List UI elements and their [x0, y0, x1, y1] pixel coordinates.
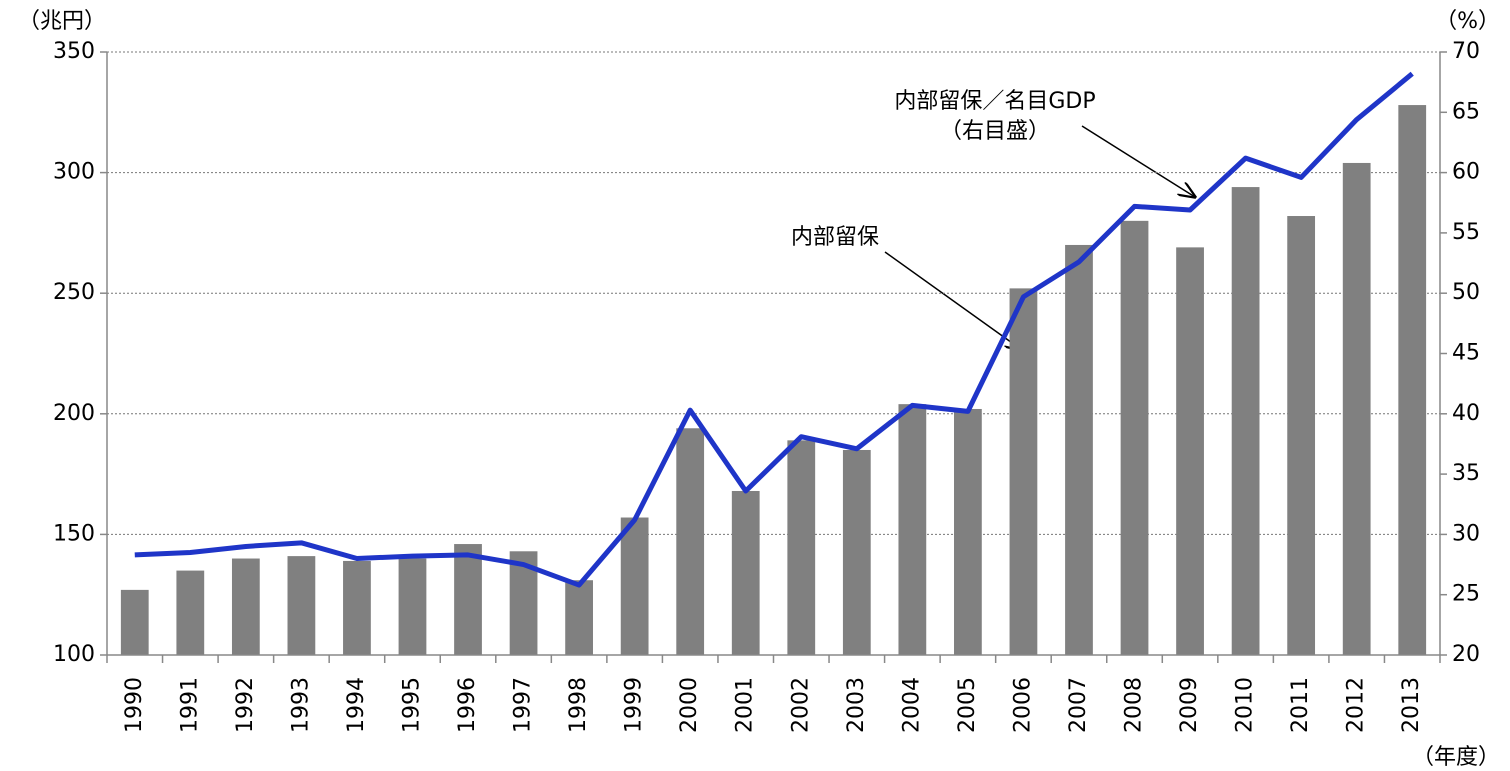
bar: [120, 589, 149, 655]
bar: [1231, 187, 1260, 655]
x-tick-label: 1995: [399, 677, 424, 733]
bar: [898, 404, 927, 655]
y-axis-label: （兆円）: [18, 9, 106, 34]
annotation: 内部留保／名目GDP: [894, 89, 1095, 114]
bar: [1176, 247, 1204, 655]
x-axis-label: （年度）: [1412, 745, 1500, 770]
bar: [731, 490, 760, 655]
x-tick-label: 2000: [677, 677, 702, 733]
x-tick-label: 2011: [1288, 677, 1313, 733]
bar: [1287, 216, 1316, 656]
x-tick-label: 2007: [1066, 677, 1091, 733]
bar: [1398, 105, 1427, 655]
x-tick-label: 1990: [122, 677, 147, 733]
bar: [454, 544, 482, 655]
y2-tick-label: 60: [1452, 160, 1480, 185]
x-tick-label: 2005: [955, 677, 980, 733]
bar: [343, 560, 371, 655]
x-tick-label: 1991: [177, 677, 202, 733]
x-tick-label: 1996: [455, 677, 480, 733]
x-tick-label: 2013: [1399, 677, 1424, 733]
y2-tick-label: 20: [1452, 642, 1480, 667]
bar: [565, 580, 593, 655]
annotation-arrow: [884, 251, 1022, 350]
x-tick-label: 2012: [1344, 677, 1369, 733]
y2-tick-label: 65: [1452, 99, 1480, 124]
y-tick-label: 150: [53, 521, 95, 546]
y2-tick-label: 70: [1452, 39, 1480, 64]
y-tick-label: 100: [53, 642, 95, 667]
bar: [1009, 288, 1038, 655]
y2-tick-label: 45: [1452, 341, 1480, 366]
x-tick-label: 1997: [511, 677, 536, 733]
x-tick-label: 2003: [844, 677, 869, 733]
y2-tick-label: 55: [1452, 220, 1480, 245]
x-tick-label: 1999: [622, 677, 647, 733]
bar: [176, 570, 205, 655]
bar: [1065, 244, 1093, 655]
y-tick-label: 200: [53, 401, 95, 426]
x-tick-label: 2002: [788, 677, 813, 733]
annotation-arrow: [1081, 125, 1195, 197]
y2-tick-label: 35: [1452, 461, 1480, 486]
y2-tick-label: 50: [1452, 280, 1480, 305]
line: [134, 71, 1414, 588]
x-tick-label: 1993: [288, 677, 313, 733]
x-tick-label: 2009: [1177, 677, 1202, 733]
x-tick-label: 1998: [566, 677, 591, 733]
x-tick-label: 2001: [733, 677, 758, 733]
x-tick-label: 2010: [1233, 677, 1258, 733]
annotation: 内部留保: [791, 225, 879, 250]
x-tick-label: 2004: [899, 677, 924, 733]
bar: [231, 558, 260, 655]
x-tick-label: 1992: [233, 677, 258, 733]
bar: [620, 517, 649, 655]
x-tick-label: 2006: [1010, 677, 1035, 733]
bar: [398, 558, 427, 655]
bar: [787, 440, 816, 655]
bar: [287, 556, 316, 655]
y-tick-label: 350: [53, 39, 95, 64]
y2-tick-label: 25: [1452, 582, 1480, 607]
annotation: （右目盛）: [940, 119, 1050, 144]
y2-tick-label: 30: [1452, 521, 1480, 546]
bar: [842, 449, 871, 655]
y2-tick-label: 40: [1452, 401, 1480, 426]
x-tick-label: 2008: [1122, 677, 1147, 733]
y-tick-label: 250: [53, 280, 95, 305]
x-tick-label: 1994: [344, 677, 369, 733]
y2-axis-label: （%）: [1435, 9, 1500, 34]
bar: [676, 428, 705, 655]
bar: [1342, 162, 1371, 655]
bar: [1120, 220, 1149, 655]
bar: [954, 408, 982, 655]
y-tick-label: 300: [53, 160, 95, 185]
